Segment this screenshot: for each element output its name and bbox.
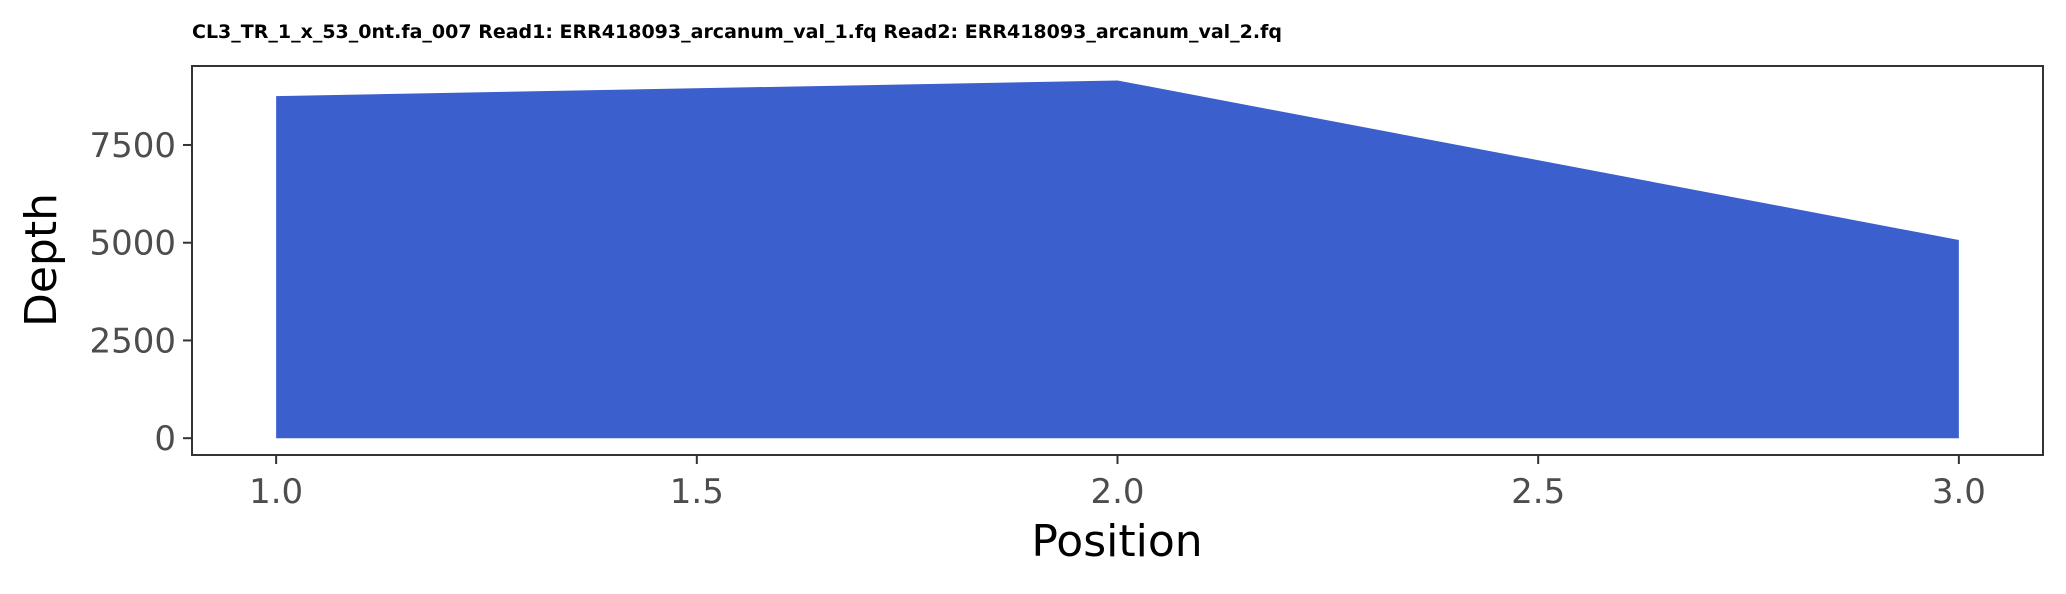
y-axis-title: Depth — [16, 193, 67, 327]
x-tick-label: 2.0 — [1090, 472, 1144, 512]
chart-title: CL3_TR_1_x_53_0nt.fa_007 Read1: ERR41809… — [192, 21, 1282, 43]
x-axis: 1.0 1.5 2.0 2.5 3.0 — [249, 455, 1986, 512]
x-tick-label: 1.0 — [249, 472, 303, 512]
x-tick-label: 1.5 — [670, 472, 724, 512]
plot-area — [276, 80, 1959, 439]
depth-area — [276, 80, 1959, 439]
y-tick-label: 2500 — [89, 321, 176, 361]
x-axis-title: Position — [1031, 516, 1202, 567]
y-tick-label: 5000 — [89, 224, 176, 264]
y-tick-label: 7500 — [89, 126, 176, 166]
x-tick-label: 2.5 — [1511, 472, 1565, 512]
x-tick-label: 3.0 — [1932, 472, 1986, 512]
y-tick-label: 0 — [154, 419, 176, 459]
y-axis: 0 2500 5000 7500 — [89, 126, 192, 459]
